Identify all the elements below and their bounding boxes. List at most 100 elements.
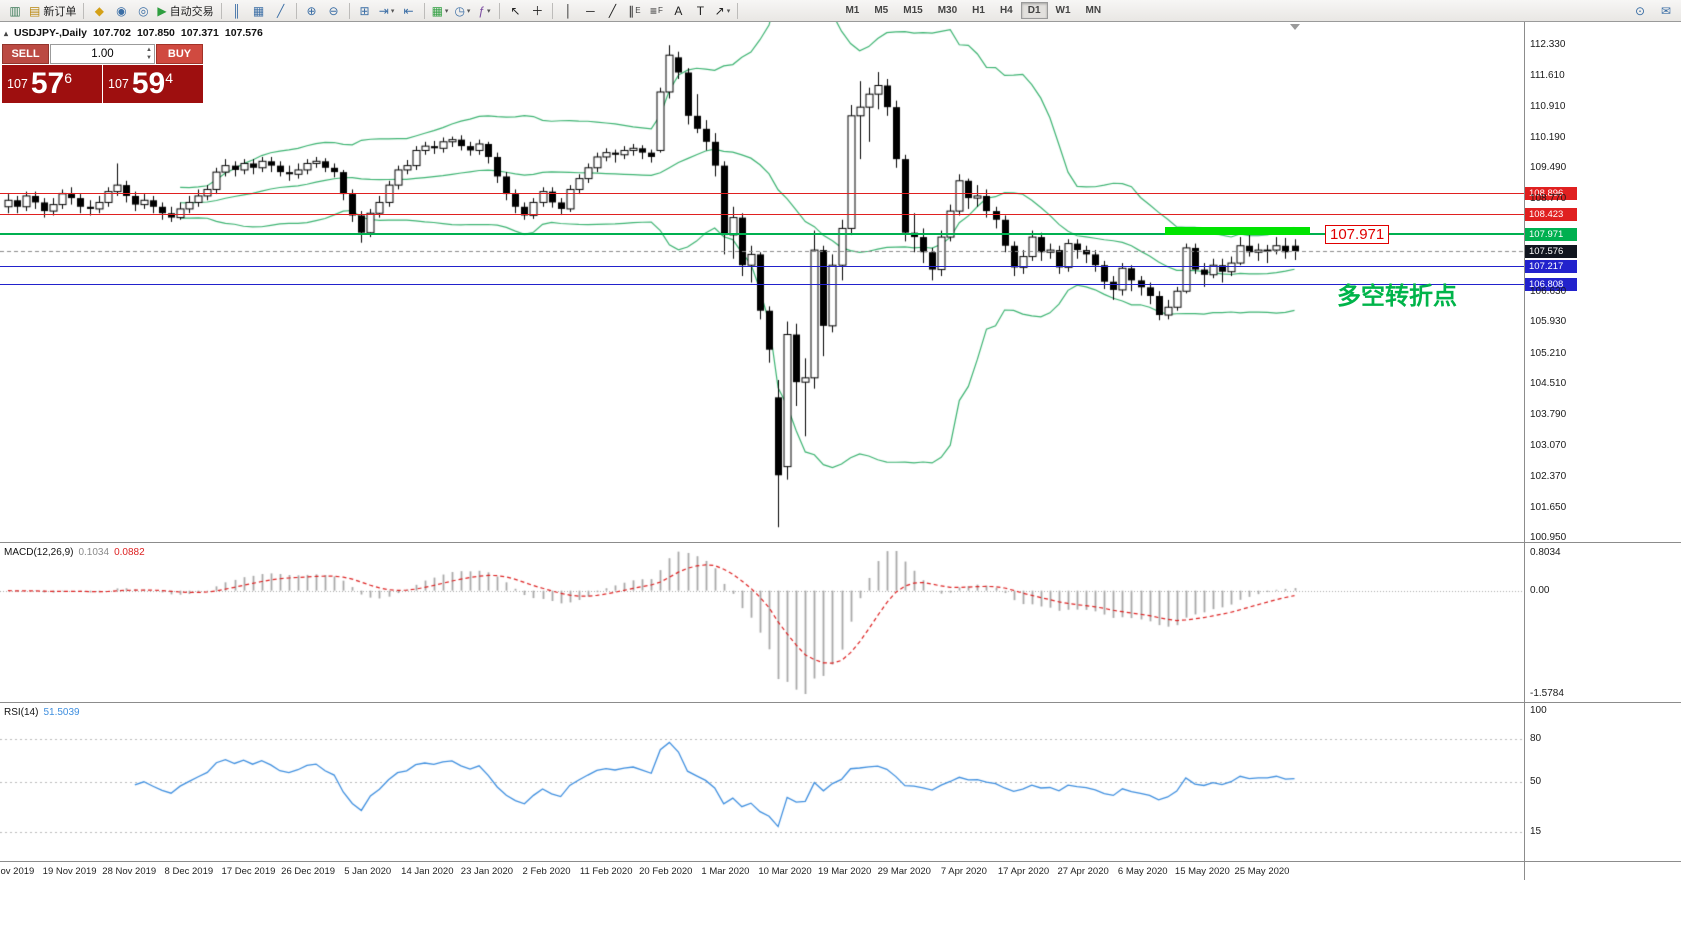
zoom-out-button[interactable]: ⊖ xyxy=(323,2,345,20)
vertical-line-button[interactable]: │ xyxy=(557,2,579,20)
date-label: 19 Mar 2020 xyxy=(817,866,872,877)
panel-separator[interactable] xyxy=(0,861,1681,862)
timeframe-w1[interactable]: W1 xyxy=(1049,2,1078,19)
auto-scroll-button[interactable]: ⇥ ▾ xyxy=(376,2,398,20)
channel-button[interactable]: ∥ E xyxy=(623,2,645,20)
cursor-button[interactable]: ↖ xyxy=(504,2,526,20)
timeframe-h1[interactable]: H1 xyxy=(965,2,992,19)
price-axis-label: 111.610 xyxy=(1530,70,1565,82)
volume-spinner[interactable]: ▲ ▼ xyxy=(146,46,152,62)
buy-price-button[interactable]: 107 59 4 xyxy=(103,65,203,103)
zoom-out-icon: ⊖ xyxy=(328,3,339,18)
mql-community-icon: ◆ xyxy=(94,3,104,18)
label-button[interactable]: T xyxy=(689,2,711,20)
support-line-1[interactable] xyxy=(0,266,1524,268)
price-callout[interactable]: 107.971 xyxy=(1325,225,1390,244)
horizontal-line-icon: ─ xyxy=(586,3,595,18)
chat-icon: ✉ xyxy=(1660,3,1672,18)
text-button[interactable]: A xyxy=(667,2,689,20)
tile-windows-button[interactable]: ⊞ xyxy=(354,2,376,20)
sell-button[interactable]: SELL xyxy=(2,44,49,64)
price-axis-label: 109.490 xyxy=(1530,162,1567,174)
spinner-down-icon[interactable]: ▼ xyxy=(146,55,152,61)
resistance-line-1[interactable] xyxy=(0,193,1524,195)
label-icon: T xyxy=(696,3,705,18)
timeframe-m1[interactable]: M1 xyxy=(838,2,866,19)
chevron-down-icon: ▾ xyxy=(466,7,471,15)
new-order-button[interactable]: ▤ 新订单 xyxy=(26,2,79,20)
search-button[interactable]: ⊙ xyxy=(1629,2,1651,20)
arrows-button[interactable]: ↗ ▾ xyxy=(711,2,733,20)
chart-shift-button[interactable]: ⇤ xyxy=(398,2,420,20)
indicators-button[interactable]: ƒ ▾ xyxy=(473,2,495,20)
sell-price-pip: 6 xyxy=(64,70,73,86)
panel-separator[interactable] xyxy=(0,702,1681,703)
buy-price-pip: 4 xyxy=(165,70,174,86)
new-chart-profile-button[interactable]: ▦ ▾ xyxy=(429,2,452,20)
date-label: 19 Nov 2019 xyxy=(42,866,97,877)
current-price-tag: 107.576 xyxy=(1525,244,1577,258)
rsi-axis-label: 50 xyxy=(1530,776,1542,787)
date-label: 15 May 2020 xyxy=(1174,866,1230,877)
new-order-icon: ▤ xyxy=(29,3,41,18)
buy-button[interactable]: BUY xyxy=(156,44,203,64)
rsi-value: 51.5039 xyxy=(43,707,80,718)
market-watch-button[interactable]: ◎ xyxy=(132,2,154,20)
price-chart[interactable] xyxy=(0,22,1524,542)
date-label: 5 Jan 2020 xyxy=(344,866,392,877)
price-axis-label: 106.630 xyxy=(1530,286,1567,298)
resistance-line-1-price-tag: 108.896 xyxy=(1525,187,1577,201)
trendline-button[interactable]: ╱ xyxy=(601,2,623,20)
ohlc-bars-button[interactable]: ║ xyxy=(226,2,248,20)
toolbar-separator xyxy=(348,2,350,19)
date-axis: 0 Nov 2019 19 Nov 2019 28 Nov 2019 8 Dec 20… xyxy=(0,862,1524,880)
periods-button[interactable]: ◷ ▾ xyxy=(451,2,473,20)
chart-symbol-line: ▴ USDJPY-,Daily 107.702 107.850 107.371 … xyxy=(4,27,263,39)
support-line-2-price-tag: 106.808 xyxy=(1525,277,1577,291)
sell-price-button[interactable]: 107 57 6 xyxy=(2,65,102,103)
pivot-line[interactable] xyxy=(0,233,1524,235)
volume-field[interactable]: 1.00 ▲ ▼ xyxy=(50,44,155,64)
timeframe-h4[interactable]: H4 xyxy=(993,2,1020,19)
highlight-rect[interactable] xyxy=(1165,227,1310,235)
fibonacci-button[interactable]: ≡ F xyxy=(645,2,667,20)
chart-shift-icon: ⇤ xyxy=(403,3,414,18)
date-label: 10 Mar 2020 xyxy=(758,866,812,877)
timeframe-m5[interactable]: M5 xyxy=(867,2,895,19)
profile-button[interactable]: ◉ xyxy=(110,2,132,20)
toolbar-separator xyxy=(423,2,425,19)
zoom-in-button[interactable]: ⊕ xyxy=(301,2,323,20)
timeframe-d1[interactable]: D1 xyxy=(1020,2,1048,19)
spinner-up-icon[interactable]: ▲ xyxy=(146,47,152,53)
macd-axis-min: -1.5784 xyxy=(1530,688,1564,699)
price-axis-line xyxy=(1524,22,1525,880)
price-axis-label: 105.930 xyxy=(1530,316,1567,328)
resistance-line-2[interactable] xyxy=(0,213,1524,215)
date-label: 20 Feb 2020 xyxy=(639,866,693,877)
channel-button-sub: E xyxy=(635,6,641,15)
rsi-panel[interactable] xyxy=(0,703,1524,861)
new-chart-button[interactable]: ▥ xyxy=(4,2,26,20)
chevron-down-icon: ▾ xyxy=(726,7,731,15)
support-line-2[interactable] xyxy=(0,283,1524,285)
pivot-line-price-tag: 107.971 xyxy=(1525,227,1577,241)
auto-trading-button-label: 自动交易 xyxy=(169,5,214,18)
one-click-trading-panel: SELL 1.00 ▲ ▼ BUY 107 57 6 107 59 4 xyxy=(2,44,203,103)
buy-price-prefix: 107 xyxy=(108,77,129,91)
timeframe-mn[interactable]: MN xyxy=(1079,2,1109,19)
timeframe-m15[interactable]: M15 xyxy=(896,2,929,19)
timeframe-m30[interactable]: M30 xyxy=(931,2,964,19)
macd-panel[interactable] xyxy=(0,543,1524,702)
macd-main-value: 0.1034 xyxy=(78,547,110,558)
mql-community-button[interactable]: ◆ xyxy=(88,2,110,20)
panel-separator[interactable] xyxy=(0,542,1681,543)
chat-button[interactable]: ✉ xyxy=(1655,2,1677,20)
horizontal-line-button[interactable]: ─ xyxy=(579,2,601,20)
line-chart-button[interactable]: ╱ xyxy=(270,2,292,20)
annotation-text[interactable]: 多空转折点 xyxy=(1337,283,1457,310)
arrows-icon: ↗ xyxy=(714,3,725,18)
crosshair-button[interactable]: ＋ xyxy=(526,2,548,20)
auto-trading-button[interactable]: ▶ 自动交易 xyxy=(154,2,216,20)
line-chart-icon: ╱ xyxy=(276,3,285,18)
candlestick-chart-button[interactable]: ▦ xyxy=(248,2,270,20)
